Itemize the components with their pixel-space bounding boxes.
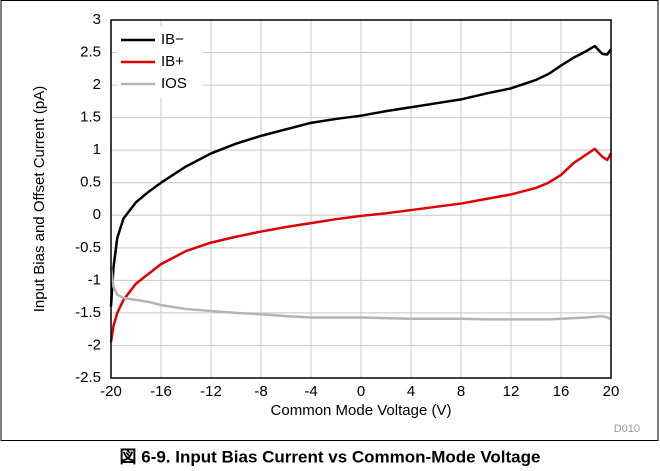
y-tick-label: -1.5 bbox=[75, 304, 101, 321]
x-tick-label: -16 bbox=[150, 383, 172, 400]
x-tick-label: 4 bbox=[407, 383, 415, 400]
x-axis-label: Common Mode Voltage (V) bbox=[271, 402, 452, 419]
x-tick-label: 8 bbox=[457, 383, 465, 400]
legend-label: IOS bbox=[161, 75, 187, 92]
y-tick-label: -1 bbox=[88, 271, 101, 288]
caption: 図 6-9. Input Bias Current vs Common-Mode… bbox=[120, 447, 541, 466]
y-tick-label: -2 bbox=[88, 336, 101, 353]
x-tick-label: -8 bbox=[254, 383, 267, 400]
legend-label: IB+ bbox=[161, 53, 184, 70]
frame bbox=[0, 0, 659, 441]
y-tick-label: 0 bbox=[93, 206, 101, 223]
x-tick-label: 0 bbox=[357, 383, 365, 400]
y-tick-label: -0.5 bbox=[75, 239, 101, 256]
legend-label: IB− bbox=[161, 31, 184, 48]
x-tick-label: 12 bbox=[503, 383, 520, 400]
y-tick-label: 1 bbox=[93, 141, 101, 158]
x-tick-label: -4 bbox=[304, 383, 317, 400]
y-tick-label: 2.5 bbox=[80, 44, 101, 61]
series-line bbox=[109, 147, 613, 343]
plot-frame bbox=[110, 19, 612, 379]
x-tick-label: 16 bbox=[553, 383, 570, 400]
x-tick-label: -12 bbox=[200, 383, 222, 400]
y-axis-label: Input Bias and Offset Current (pA) bbox=[31, 86, 48, 313]
y-tick-label: 0.5 bbox=[80, 174, 101, 191]
series-line bbox=[109, 267, 612, 321]
y-tick-label: 3 bbox=[93, 11, 101, 28]
y-tick-label: 2 bbox=[93, 76, 101, 93]
series-line bbox=[109, 44, 613, 307]
figure-code: D010 bbox=[614, 423, 640, 435]
y-tick-label: 1.5 bbox=[80, 109, 101, 126]
y-tick-label: -2.5 bbox=[75, 369, 101, 386]
x-tick-label: 20 bbox=[603, 383, 620, 400]
x-tick-label: -20 bbox=[100, 383, 122, 400]
